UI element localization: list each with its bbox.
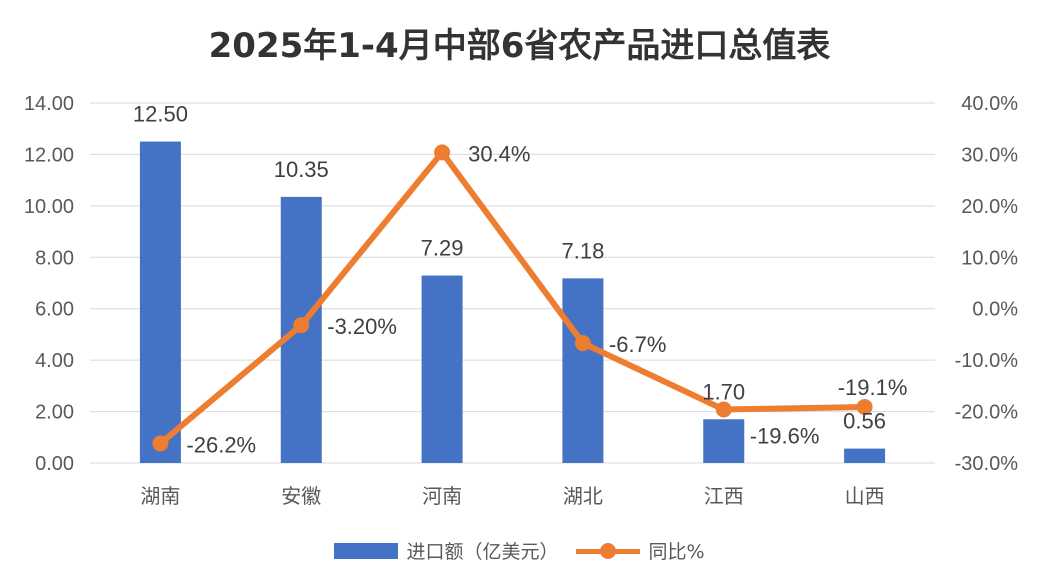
right-tick-label: 20.0% xyxy=(961,196,1018,218)
category-label: 湖北 xyxy=(563,484,603,508)
line-data-label: -19.1% xyxy=(838,375,908,400)
right-tick-label: -30.0% xyxy=(955,453,1019,475)
category-label: 河南 xyxy=(422,484,462,508)
line-data-label: -6.7% xyxy=(609,332,666,357)
bar xyxy=(421,275,463,463)
bar xyxy=(139,141,181,464)
line-data-label: -3.20% xyxy=(327,314,397,339)
line-point xyxy=(434,144,451,161)
right-tick-label: 40.0% xyxy=(961,93,1018,115)
left-tick-label: 14.00 xyxy=(24,93,74,115)
line-data-label: -26.2% xyxy=(186,432,256,457)
right-tick-label: 10.0% xyxy=(961,247,1018,269)
bar-data-label: 12.50 xyxy=(133,102,188,127)
bar-data-label: 7.29 xyxy=(421,236,464,261)
legend-item-line[interactable]: 同比% xyxy=(576,537,705,564)
bar-data-label: 10.35 xyxy=(274,157,329,182)
bar xyxy=(703,419,745,463)
line-data-label: 30.4% xyxy=(468,141,530,166)
line-series xyxy=(152,144,873,452)
bar-data-labels: 12.50 10.35 7.29 7.18 1.70 0.56 xyxy=(133,102,886,434)
gridlines xyxy=(90,102,935,413)
line-point xyxy=(152,435,169,452)
left-axis-ticks: 0.00 2.00 4.00 6.00 8.00 10.00 12.00 14.00 xyxy=(24,93,74,475)
legend-bar-label: 进口额（亿美元） xyxy=(406,541,559,563)
line-point xyxy=(293,317,310,334)
left-tick-label: 0.00 xyxy=(35,453,74,475)
category-label: 江西 xyxy=(704,484,744,508)
legend: 进口额（亿美元） 同比% xyxy=(0,537,1039,564)
legend-item-bar[interactable]: 进口额（亿美元） xyxy=(334,537,558,564)
left-tick-label: 4.00 xyxy=(35,350,74,372)
left-tick-label: 2.00 xyxy=(35,402,74,424)
line-point xyxy=(856,398,873,415)
right-tick-label: 0.0% xyxy=(972,299,1018,321)
legend-line-swatch xyxy=(576,542,641,559)
category-labels: 湖南 安徽 河南 湖北 江西 山西 xyxy=(140,484,884,508)
left-tick-label: 10.00 xyxy=(24,196,74,218)
line-data-labels: -26.2% -3.20% 30.4% -6.7% -19.6% -19.1% xyxy=(186,141,907,457)
bar xyxy=(844,448,886,463)
bar-data-label: 7.18 xyxy=(562,238,605,263)
left-tick-label: 8.00 xyxy=(35,247,74,269)
line-data-label: -19.6% xyxy=(750,424,820,449)
right-axis-ticks: -30.0% -20.0% -10.0% 0.0% 10.0% 20.0% 30.0% 40.… xyxy=(955,93,1019,475)
right-tick-label: 30.0% xyxy=(961,144,1018,166)
line-path xyxy=(157,149,868,447)
line-point xyxy=(574,335,591,352)
category-label: 安徽 xyxy=(281,484,321,508)
right-tick-label: -20.0% xyxy=(955,402,1019,424)
line-point xyxy=(715,401,732,418)
left-tick-label: 12.00 xyxy=(24,144,74,166)
bar-series xyxy=(139,141,886,464)
category-label: 湖南 xyxy=(140,484,180,508)
legend-bar-swatch xyxy=(334,542,399,559)
bar xyxy=(562,278,604,463)
chart-title: 2025年1-4月中部6省农产品进口总值表 xyxy=(208,26,831,66)
bar-data-label: 0.56 xyxy=(843,409,886,434)
bar-data-label: 1.70 xyxy=(702,379,745,404)
right-tick-label: -10.0% xyxy=(955,350,1019,372)
left-tick-label: 6.00 xyxy=(35,299,74,321)
legend-line-label: 同比% xyxy=(648,541,705,563)
category-label: 山西 xyxy=(845,484,885,508)
